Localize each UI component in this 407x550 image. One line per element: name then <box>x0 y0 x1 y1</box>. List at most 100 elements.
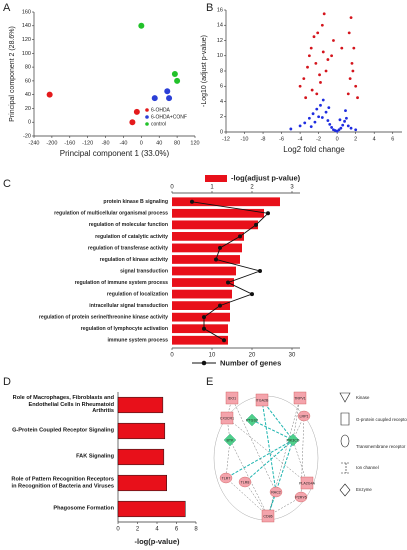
node <box>300 476 314 490</box>
y-tick-label: 2 <box>220 114 223 120</box>
x-axis-label: Principal component 1 (33.0%) <box>60 149 170 158</box>
bar <box>172 335 228 345</box>
x-tick-label: 80 <box>174 140 180 146</box>
y-tick-label: 8 <box>220 68 223 74</box>
node-label: BTK <box>227 438 235 442</box>
data-point <box>332 39 335 42</box>
data-point <box>166 95 173 102</box>
data-point <box>340 46 344 50</box>
y-tick-label: 0 <box>220 129 223 135</box>
legend-marker <box>145 108 149 112</box>
node <box>223 433 237 447</box>
bar <box>172 278 234 287</box>
data-point <box>46 91 53 98</box>
legend-symbol <box>340 434 350 448</box>
node-label: TRPV1 <box>294 396 306 400</box>
node <box>220 411 234 425</box>
node-label: PLA2G4A <box>299 481 316 485</box>
data-point <box>307 54 311 58</box>
node <box>238 476 252 488</box>
x-tick-label: 4 <box>155 527 159 533</box>
legend-label: G-protein coupled receptor <box>356 417 407 422</box>
x2-tick-label: 20 <box>249 353 256 359</box>
x-tick-label: 8 <box>194 527 198 533</box>
legend-swatch <box>205 175 227 182</box>
data-point <box>174 77 181 84</box>
data-point <box>328 122 332 126</box>
bar <box>172 232 244 241</box>
data-point <box>338 118 342 122</box>
data-point <box>321 50 325 54</box>
data-point <box>322 12 326 16</box>
x-tick-label: 6 <box>175 527 179 533</box>
data-point <box>129 119 136 126</box>
y-tick-label: 4 <box>220 99 223 105</box>
data-point <box>327 106 331 109</box>
y-tick-label: 16 <box>217 7 223 13</box>
x-tick-label: 0 <box>116 527 120 533</box>
category-label: regulation of lymphocyte activation <box>81 326 168 332</box>
edge <box>261 399 294 441</box>
x-tick-label: 0 <box>170 185 174 191</box>
category-label: regulation of kinase activity <box>100 257 168 263</box>
panel-label: D <box>3 376 11 388</box>
bar <box>172 301 230 310</box>
bar <box>172 208 264 218</box>
x-tick-label: 6 <box>391 136 394 142</box>
node-label: IDO1 <box>228 396 236 400</box>
category-label: Role of Pattern Recognition Receptors in… <box>11 476 114 489</box>
data-point <box>289 127 293 131</box>
data-point <box>314 61 318 65</box>
x2-tick-label: 0 <box>170 353 174 359</box>
data-point <box>319 81 322 84</box>
x-tick-label: 2 <box>136 527 140 533</box>
bar <box>172 197 280 207</box>
data-point <box>310 88 314 92</box>
x-tick-label: 3 <box>290 185 294 191</box>
data-point <box>337 128 341 132</box>
bar <box>172 243 242 253</box>
data-point <box>335 129 339 133</box>
x-tick-label: 4 <box>373 136 376 142</box>
data-point <box>317 115 321 119</box>
data-point <box>307 116 311 120</box>
gene-count-point <box>222 338 226 343</box>
x-tick-label: -120 <box>82 140 93 146</box>
data-point <box>345 116 348 120</box>
node-label: PIK3CD <box>287 438 300 442</box>
x-tick-label: -200 <box>46 140 57 146</box>
x-tick-label: -80 <box>102 140 110 146</box>
legend-label: Ion channel <box>356 465 379 470</box>
gene-count-point <box>214 257 218 262</box>
node <box>294 491 308 503</box>
x-axis-label: Log2 fold change <box>283 145 345 154</box>
data-point <box>326 119 330 122</box>
x-tick-label: -8 <box>261 136 266 142</box>
legend-label: Number of genes <box>220 358 281 367</box>
data-point <box>354 128 358 132</box>
data-point <box>330 126 333 129</box>
legend-symbol <box>341 462 349 474</box>
node-label: TLR8 <box>241 480 250 484</box>
x-tick-label: 2 <box>250 185 254 191</box>
bar <box>117 448 165 466</box>
node <box>245 413 259 427</box>
x-tick-label: -40 <box>119 140 127 146</box>
y-axis-label: -Log10 (adjust p-value) <box>201 35 208 107</box>
category-label: intracellular signal transduction <box>89 303 168 309</box>
category-label: immune system process <box>107 338 168 344</box>
data-point <box>315 107 319 111</box>
node-label: P2RY6 <box>295 495 306 499</box>
legend-marker <box>145 122 149 126</box>
legend-marker <box>145 115 149 119</box>
legend-label: -log(adjust p-value) <box>231 173 301 182</box>
edge <box>292 439 308 484</box>
data-point <box>341 123 345 127</box>
node-label: LRP1 <box>300 414 309 418</box>
y-tick-label: 120 <box>22 37 31 43</box>
gene-count-point <box>254 222 258 227</box>
node <box>225 391 239 405</box>
y-tick-label: 0 <box>28 120 31 126</box>
bar <box>172 289 232 299</box>
